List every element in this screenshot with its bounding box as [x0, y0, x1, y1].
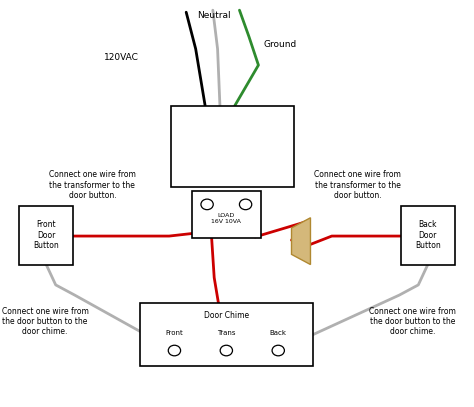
Text: Trans: Trans	[217, 330, 236, 337]
Text: Neutral: Neutral	[197, 11, 230, 20]
Bar	[19, 206, 73, 265]
Text: Connect one wire from
the door button to the
door chime.: Connect one wire from the door button to…	[1, 306, 89, 337]
Text: Front: Front	[165, 330, 183, 337]
Text: Ground: Ground	[263, 40, 296, 49]
Text: Door Chime: Door Chime	[204, 311, 249, 320]
Text: Connect one wire from
the transformer to the
door button.: Connect one wire from the transformer to…	[314, 170, 401, 200]
Circle shape	[201, 199, 213, 210]
Bar	[171, 106, 294, 187]
Bar	[401, 206, 455, 265]
Text: Front
Door
Button: Front Door Button	[33, 220, 59, 250]
Text: Connect one wire from
the door button to the
door chime.: Connect one wire from the door button to…	[369, 306, 456, 337]
Bar	[192, 191, 261, 238]
Circle shape	[272, 345, 284, 356]
Text: 120VAC: 120VAC	[104, 53, 139, 62]
Text: Back: Back	[270, 330, 287, 337]
Circle shape	[220, 345, 232, 356]
Text: Connect one wire from
the transformer to the
door button.: Connect one wire from the transformer to…	[49, 170, 136, 200]
Circle shape	[168, 345, 181, 356]
Bar	[140, 303, 313, 366]
Text: Back
Door
Button: Back Door Button	[415, 220, 441, 250]
Text: LOAD
16V 10VA: LOAD 16V 10VA	[211, 213, 241, 224]
Polygon shape	[292, 218, 310, 265]
Circle shape	[239, 199, 252, 210]
